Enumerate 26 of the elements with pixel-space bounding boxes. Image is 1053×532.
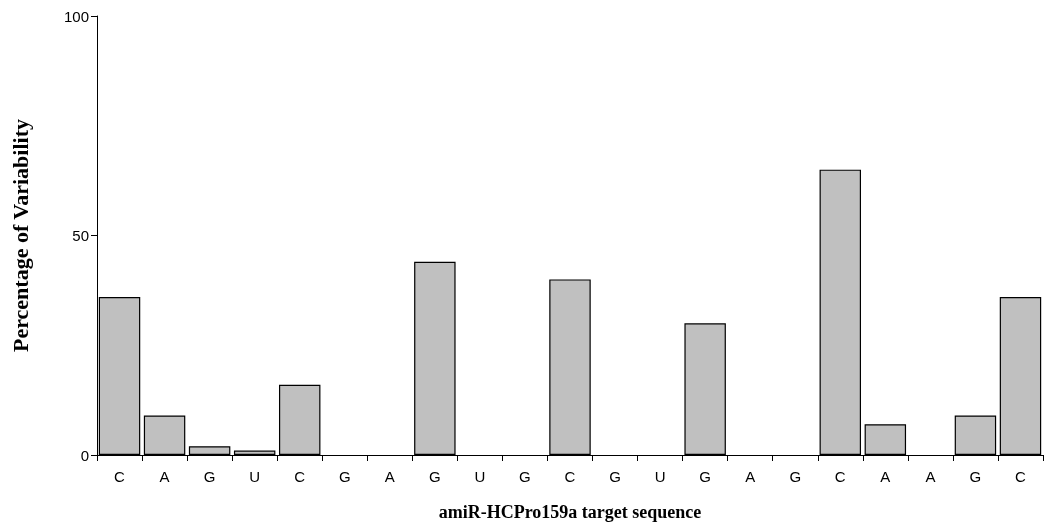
x-tick-label: C: [564, 468, 576, 485]
x-tick-label: U: [654, 468, 666, 485]
x-tick-label: A: [925, 468, 936, 485]
y-tick-label: 100: [63, 7, 89, 25]
x-tick-label: A: [745, 468, 756, 485]
x-tick-label: A: [880, 468, 891, 485]
y-tick-label: 50: [72, 227, 89, 244]
x-tick-label: U: [249, 468, 261, 485]
x-tick-label: G: [789, 468, 802, 485]
x-tick-label: G: [429, 468, 441, 485]
x-tick-label: C: [114, 468, 126, 485]
x-tick-label: G: [203, 468, 216, 485]
x-tick-label: G: [969, 468, 982, 485]
x-tick-label: C: [1015, 468, 1027, 485]
x-tick-label: G: [519, 468, 531, 485]
x-tick-label: U: [474, 468, 486, 485]
x-tick-label: G: [338, 468, 351, 485]
x-axis-title: amiR-HCPro159a target sequence: [438, 502, 702, 522]
x-tick-label: A: [159, 468, 170, 485]
x-tick-label: G: [609, 468, 621, 485]
x-tick-label: C: [834, 468, 846, 485]
x-tick-label: C: [294, 468, 306, 485]
x-tick-label: A: [384, 468, 395, 485]
y-tick-label: 0: [80, 446, 89, 464]
x-tick-label: G: [699, 468, 711, 485]
y-axis-title: Percentage of Variability: [7, 119, 33, 352]
